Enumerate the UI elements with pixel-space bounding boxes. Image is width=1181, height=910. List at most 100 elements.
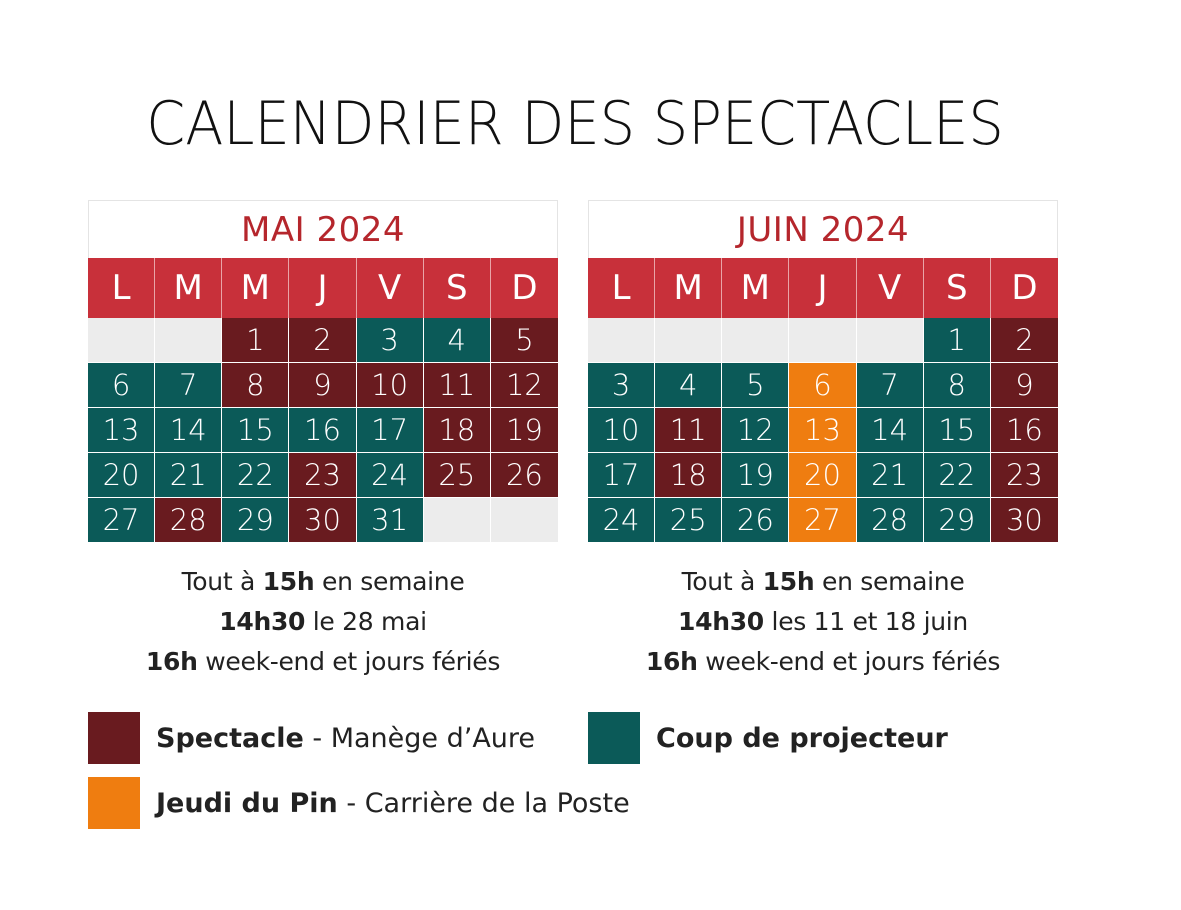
day-cell-17: 17 [588,453,656,498]
weekday-wednesday: M [222,258,290,318]
weekday-friday: V [356,258,424,318]
weekday-sunday: D [490,258,558,318]
day-cell-19: 19 [490,408,558,453]
month-title: MAI 2024 [88,200,558,258]
schedule-info-may: Tout à 15h en semaine 14h30 le 28 mai 16h … [88,562,558,682]
legend-swatch [88,777,140,829]
legend-swatch [588,712,640,764]
day-cell-3: 3 [588,363,656,408]
day-cell-28: 28 [856,498,924,543]
legend-label-bold: Spectacle [156,722,304,754]
page-title: CALENDRIER DES SPECTACLES [146,89,1004,159]
day-cell-7: 7 [155,363,223,408]
day-cell-14: 14 [856,408,924,453]
day-cell-14: 14 [155,408,223,453]
info-line: 14h30 le 28 mai [219,607,427,636]
day-cell-19: 19 [722,453,790,498]
day-cell-21: 21 [856,453,924,498]
empty-cell [722,318,790,363]
empty-cell [856,318,924,363]
day-cell-10: 10 [356,363,424,408]
empty-cell [155,318,223,363]
empty-cell [88,318,156,363]
day-cell-4: 4 [655,363,723,408]
info-line: 14h30 les 11 et 18 juin [678,607,968,636]
day-cell-26: 26 [490,453,558,498]
day-cell-20: 20 [789,453,857,498]
weekday-thursday: J [289,258,357,318]
legend-spectacle: Spectacle - Manège d’Aure [88,712,535,764]
day-cell-25: 25 [423,453,491,498]
day-cell-8: 8 [222,363,290,408]
day-cell-17: 17 [356,408,424,453]
legend-label-rest: - Manège d’Aure [303,722,536,754]
day-cell-20: 20 [88,453,156,498]
day-cell-7: 7 [856,363,924,408]
info-line: 16h week-end et jours fériés [645,647,1001,676]
weekday-thursday: J [789,258,857,318]
day-cell-22: 22 [923,453,991,498]
weekday-tuesday: M [155,258,223,318]
day-cell-5: 5 [722,363,790,408]
day-cell-22: 22 [222,453,290,498]
day-cell-5: 5 [490,318,558,363]
schedule-info-june: Tout à 15h en semaine 14h30 les 11 et 18 … [588,562,1058,682]
day-cell-15: 15 [923,408,991,453]
day-cell-13: 13 [88,408,156,453]
day-cell-27: 27 [789,498,857,543]
day-cell-10: 10 [588,408,656,453]
day-cell-11: 11 [655,408,723,453]
weekday-wednesday: M [722,258,790,318]
weekday-friday: V [856,258,924,318]
day-cell-29: 29 [923,498,991,543]
day-cell-15: 15 [222,408,290,453]
empty-cell [423,498,491,543]
day-cell-29: 29 [222,498,290,543]
day-cell-23: 23 [289,453,357,498]
day-cell-4: 4 [423,318,491,363]
weekday-monday: L [88,258,156,318]
empty-cell [588,318,656,363]
weekday-header: L M M J V S D [88,258,558,318]
day-cell-1: 1 [222,318,290,363]
day-cell-16: 16 [990,408,1058,453]
weekday-sunday: D [990,258,1058,318]
info-line: Tout à 15h en semaine [181,567,465,596]
day-cell-6: 6 [789,363,857,408]
day-cell-1: 1 [923,318,991,363]
day-cell-12: 12 [490,363,558,408]
legend-label-rest: - Carrière de la Poste [337,787,630,819]
legend-label: Spectacle - Manège d’Aure [156,723,535,754]
day-cell-9: 9 [289,363,357,408]
legend-swatch [88,712,140,764]
day-cell-8: 8 [923,363,991,408]
day-grid: 1 2 3 4 5 6 7 8 9 10 11 12 13 14 15 16 17 18 19 20 21 22 23 24 2… [88,318,558,543]
day-cell-23: 23 [990,453,1058,498]
day-cell-30: 30 [289,498,357,543]
day-grid: 1 2 3 4 5 6 7 8 9 10 11 12 13 14 15 16 17 18 19 20 21 22 23 24 2… [588,318,1058,543]
day-cell-24: 24 [356,453,424,498]
weekday-tuesday: M [655,258,723,318]
legend-label: Jeudi du Pin - Carrière de la Poste [156,788,630,819]
empty-cell [490,498,558,543]
day-cell-31: 31 [356,498,424,543]
day-cell-25: 25 [655,498,723,543]
day-cell-2: 2 [990,318,1058,363]
day-cell-2: 2 [289,318,357,363]
weekday-monday: L [588,258,656,318]
day-cell-11: 11 [423,363,491,408]
day-cell-30: 30 [990,498,1058,543]
info-line: Tout à 15h en semaine [681,567,965,596]
day-cell-27: 27 [88,498,156,543]
legend-projecteur: Coup de projecteur [588,712,948,764]
day-cell-18: 18 [655,453,723,498]
day-cell-26: 26 [722,498,790,543]
empty-cell [655,318,723,363]
weekday-saturday: S [923,258,991,318]
day-cell-12: 12 [722,408,790,453]
weekday-saturday: S [423,258,491,318]
day-cell-24: 24 [588,498,656,543]
calendar-may: MAI 2024 L M M J V S D 1 2 3 4 5 6 7 8 9 10 11 12 13… [88,200,558,543]
legend-label-bold: Jeudi du Pin [156,787,338,819]
day-cell-3: 3 [356,318,424,363]
